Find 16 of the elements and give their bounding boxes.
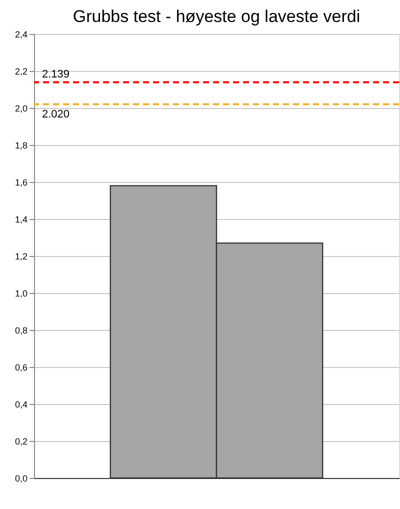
ref-line-label: 2.139 xyxy=(42,68,70,80)
y-tick-label: 0,4 xyxy=(14,400,28,410)
y-tick-label: 2,0 xyxy=(14,104,28,114)
y-tick-label: 1,2 xyxy=(14,252,28,262)
y-tick-label: 0,6 xyxy=(14,362,28,372)
y-tick-label: 0,2 xyxy=(14,436,28,446)
ref-line-label: 2.020 xyxy=(42,108,70,120)
y-tick-label: 0,8 xyxy=(14,326,28,336)
y-tick-label: 1,6 xyxy=(14,178,28,188)
y-tick-label: 2,2 xyxy=(14,66,28,76)
y-tick-label: 1,0 xyxy=(14,288,28,298)
y-tick-label: 1,4 xyxy=(14,214,28,224)
chart-title: Grubbs test - høyeste og laveste verdi xyxy=(72,7,360,26)
y-tick-label: 1,8 xyxy=(14,140,28,150)
y-tick-label: 0,0 xyxy=(14,474,28,484)
y-tick-label: 2,4 xyxy=(14,30,28,40)
